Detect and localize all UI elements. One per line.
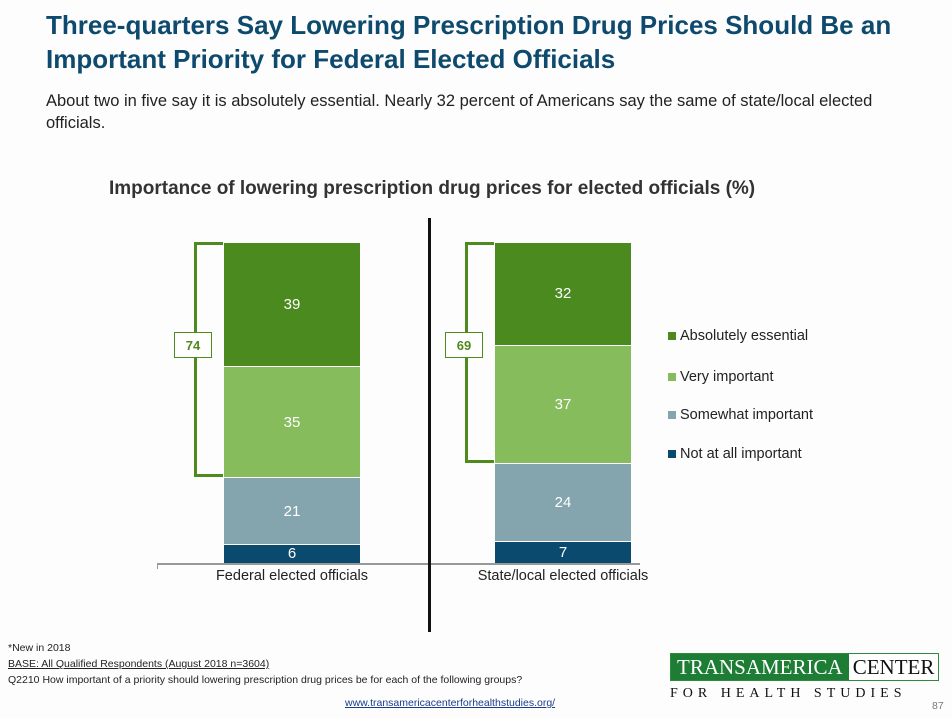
- total-bracket: [194, 242, 223, 478]
- footnote-new: *New in 2018: [8, 642, 71, 654]
- category-label: State/local elected officials: [477, 568, 649, 584]
- chart-title: Importance of lowering prescription drug…: [109, 178, 756, 199]
- bar-segment-somewhat-important: 21: [224, 477, 360, 544]
- data-label: 32: [554, 285, 572, 303]
- data-label: 6: [287, 545, 297, 563]
- total-label: 74: [174, 332, 212, 358]
- legend-item: Somewhat important: [668, 407, 813, 423]
- legend-swatch: [668, 332, 676, 340]
- legend-label: Somewhat important: [680, 407, 813, 423]
- website-link[interactable]: www.transamericacenterforhealthstudies.o…: [345, 697, 556, 709]
- axis-baseline: [157, 563, 640, 565]
- category-label: Federal elected officials: [215, 568, 369, 584]
- page-number: 87: [932, 700, 944, 712]
- data-label: 37: [554, 396, 572, 414]
- legend-swatch: [668, 373, 676, 381]
- legend-swatch: [668, 450, 676, 458]
- logo-health-studies: FOR HEALTH STUDIES: [670, 686, 907, 701]
- footnote-question: Q2210 How important of a priority should…: [8, 674, 523, 686]
- data-label: 24: [554, 494, 572, 511]
- legend-label: Not at all important: [680, 446, 802, 462]
- logo-transamerica: TRANSAMERICA: [671, 654, 849, 680]
- bar-segment-absolutely-essential: 39: [224, 242, 360, 366]
- legend-swatch: [668, 411, 676, 419]
- logo-center: CENTER: [848, 654, 939, 680]
- legend-label: Absolutely essential: [680, 328, 809, 344]
- bar-segment-somewhat-important: 24: [495, 463, 631, 541]
- panel-divider: [428, 218, 431, 632]
- footnote-base: BASE: All Qualified Respondents (August …: [8, 658, 270, 670]
- data-label: 7: [558, 543, 568, 561]
- page-subtitle: About two in five say it is absolutely e…: [46, 92, 873, 132]
- axis-tick-left: [157, 563, 158, 569]
- bar-segment-not-at-all-important: 7: [495, 540, 631, 563]
- page-title: Three-quarters Say Lowering Prescription…: [46, 10, 892, 74]
- total-label: 69: [445, 332, 483, 358]
- legend-item: Not at all important: [668, 446, 802, 462]
- legend-item: Very important: [668, 369, 774, 385]
- bar-segment-not-at-all-important: 6: [224, 543, 360, 563]
- logo: TRANSAMERICA CENTER FOR HEALTH STUDIES: [670, 653, 940, 702]
- bar-segment-very-important: 35: [224, 365, 360, 478]
- data-label: 21: [283, 502, 301, 520]
- data-label: 35: [283, 413, 301, 431]
- bar-segment-absolutely-essential: 32: [495, 242, 631, 345]
- bar-segment-very-important: 37: [495, 344, 631, 464]
- data-label: 39: [283, 295, 301, 313]
- legend-label: Very important: [680, 369, 774, 385]
- legend-item: Absolutely essential: [668, 328, 808, 344]
